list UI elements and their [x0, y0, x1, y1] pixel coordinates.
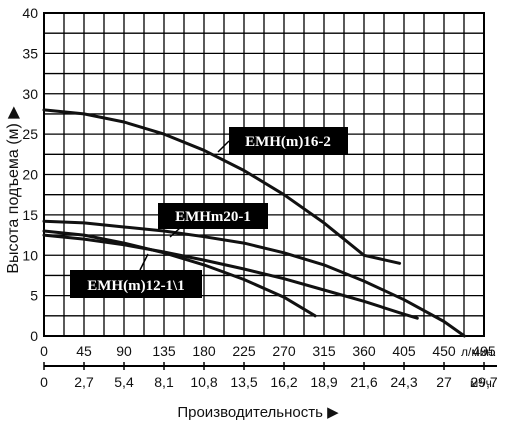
x-tick-label-m3h: 0 — [40, 374, 48, 390]
x-tick-label-lmin: 135 — [152, 343, 176, 359]
curve-label-emh12-text: EMH(m)12-1\1 — [87, 278, 184, 294]
x-tick-label-lmin: 450 — [432, 343, 456, 359]
x-tick-label-lmin: 90 — [116, 343, 132, 359]
x-tick-label-lmin: 180 — [192, 343, 216, 359]
pointer-emh20 — [169, 227, 181, 238]
series-line-1 — [42, 219, 466, 338]
series-line-2 — [42, 229, 317, 318]
x-tick-label-lmin: 405 — [392, 343, 416, 359]
x-unit-lmin: л/мин. — [461, 345, 496, 359]
x-tick-label-m3h: 24,3 — [390, 374, 417, 390]
x-tick-label-m3h: 10,8 — [190, 374, 217, 390]
x-tick-label-m3h: 2,7 — [74, 374, 94, 390]
x-tick-label-lmin: 45 — [76, 343, 92, 359]
x-tick-label-m3h: 16,2 — [270, 374, 297, 390]
x-tick-label-lmin: 495 — [472, 343, 496, 359]
x-tick-label-lmin: 225 — [232, 343, 256, 359]
curve-label-emh16-text: EMH(m)16-2 — [245, 134, 331, 150]
x-unit-m3h: м³/ч. — [470, 376, 495, 390]
curve-label-emh20-text: EMHm20-1 — [175, 209, 251, 225]
y-tick-label: 35 — [22, 45, 38, 61]
y-tick-label: 40 — [22, 5, 38, 21]
y-tick-label: 20 — [22, 167, 38, 183]
series-line-3 — [42, 233, 419, 320]
curve-label-emh20: EMHm20-1 — [158, 203, 268, 229]
y-tick-label: 30 — [22, 86, 38, 102]
x-tick-label-m3h: 21,6 — [350, 374, 377, 390]
y-tick-label: 10 — [22, 247, 38, 263]
x-tick-labels-m3h: 0 2,7 5,4 8,1 10,8 13,5 16,2 18,9 21,6 24,3 27 29,7 — [40, 362, 498, 390]
curve-label-emh12: EMH(m)12-1\1 — [70, 270, 202, 298]
x-tick-label-lmin: 360 — [352, 343, 376, 359]
x-tick-label-m3h: 8,1 — [154, 374, 174, 390]
x-axis-title: Производительность ▶ — [177, 404, 339, 421]
y-tick-label: 5 — [30, 288, 38, 304]
x-tick-label-lmin: 315 — [312, 343, 336, 359]
pointer-emh12 — [139, 253, 149, 271]
x-tick-label-lmin: 0 — [40, 343, 48, 359]
x-tick-labels-lmin: 0 45 90 135 180 225 270 315 360 405 450 495 — [40, 343, 496, 359]
x-tick-label-m3h: 29,7 — [470, 374, 497, 390]
y-tick-label: 0 — [30, 328, 38, 344]
performance-curves — [42, 108, 466, 338]
y-tick-label: 25 — [22, 126, 38, 142]
x-tick-label-m3h: 27 — [436, 374, 452, 390]
pointer-emh16 — [217, 140, 230, 153]
curve-label-emh16: EMH(m)16-2 — [229, 127, 348, 154]
x-tick-label-lmin: 270 — [272, 343, 296, 359]
y-tick-labels: 0 5 10 15 20 25 30 35 40 — [22, 5, 38, 344]
y-axis-title: Высота подъема (м) ▶ — [5, 106, 22, 274]
x-tick-label-m3h: 18,9 — [310, 374, 337, 390]
series-line-0 — [42, 108, 402, 265]
x-tick-label-m3h: 13,5 — [230, 374, 257, 390]
x-tick-label-m3h: 5,4 — [114, 374, 134, 390]
grid — [43, 12, 485, 337]
plot-frame — [43, 12, 485, 337]
y-tick-label: 15 — [22, 207, 38, 223]
